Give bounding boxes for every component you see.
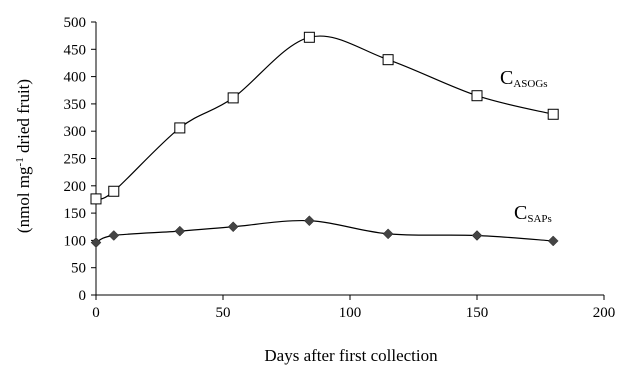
x-tick-label: 100	[339, 305, 362, 321]
y-axis-title: (nmol mg-1 dried fruit)	[14, 79, 33, 233]
data-point-asogs	[90, 193, 102, 205]
series-label-sub: ASOGs	[513, 78, 547, 90]
y-axis-title-sup: -1	[14, 157, 26, 166]
y-axis-title-prefix: (nmol mg	[14, 166, 33, 233]
data-point-asogs	[471, 90, 483, 102]
x-axis: 0 50 100 150 200	[92, 294, 615, 321]
y-tick-label: 200	[64, 179, 87, 195]
x-tick-label: 150	[466, 305, 489, 321]
data-point-saps	[382, 228, 394, 240]
data-point-asogs	[108, 185, 120, 197]
y-tick-label: 400	[64, 70, 87, 86]
series-label-main: C	[514, 202, 527, 224]
series-markers	[90, 31, 559, 248]
data-point-asogs	[303, 31, 315, 43]
y-axis: 0 50 100 150 200 250 300 350 400 450 500	[64, 15, 97, 304]
series-lines	[95, 35, 554, 244]
y-tick-label: 50	[71, 261, 86, 277]
y-axis-title-suffix: dried fruit)	[14, 79, 33, 157]
series-line-asogs	[95, 35, 554, 200]
series-label-sub: SAPs	[527, 213, 551, 225]
data-point-saps	[471, 230, 483, 241]
y-tick-label: 150	[64, 206, 87, 222]
x-tick-label: 200	[593, 305, 616, 321]
series-line-saps	[95, 219, 554, 244]
y-tick-label: 350	[64, 97, 87, 113]
x-tick-label: 50	[216, 305, 231, 321]
y-tick-label: 500	[64, 15, 87, 31]
x-ticks: 0 50 100 150 200	[92, 295, 615, 321]
data-point-saps	[227, 221, 239, 233]
data-point-saps	[90, 237, 102, 248]
y-tick-label: 0	[79, 288, 87, 304]
series-label-asogs: CASOGs	[500, 67, 548, 90]
y-tick-label: 450	[64, 42, 87, 58]
y-tick-label: 100	[64, 233, 87, 249]
data-point-asogs	[227, 92, 239, 104]
data-point-saps	[547, 235, 559, 247]
y-tick-label: 300	[64, 124, 87, 140]
data-point-saps	[174, 225, 186, 237]
y-tick-label: 250	[64, 152, 87, 168]
data-point-saps	[108, 230, 120, 241]
y-ticks: 0 50 100 150 200 250 300 350 400 450 500	[64, 15, 96, 304]
data-point-asogs	[382, 54, 394, 66]
series-label-main: C	[500, 67, 513, 89]
data-point-saps	[304, 215, 315, 227]
data-point-asogs	[547, 108, 559, 120]
x-tick-label: 0	[92, 305, 100, 321]
series-label-saps: CSAPs	[514, 202, 552, 225]
x-axis-title: Days after first collection	[264, 346, 438, 365]
data-point-asogs	[174, 122, 186, 134]
